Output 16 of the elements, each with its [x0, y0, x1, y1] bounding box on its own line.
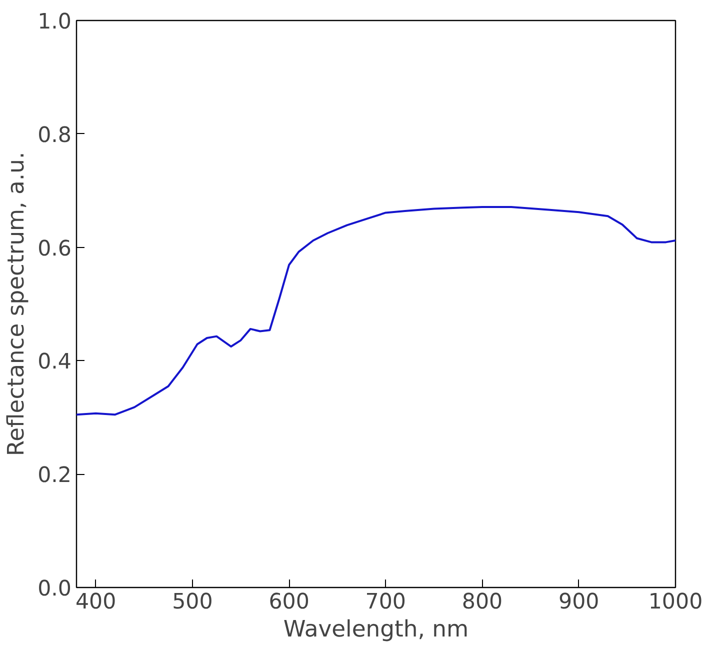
y-tick-label: 0.4 [38, 350, 72, 375]
x-tick-label: 1000 [648, 590, 703, 614]
line-series [76, 206, 676, 416]
x-tick-label: 700 [365, 590, 406, 614]
y-tick-label: 0.8 [38, 122, 72, 148]
y-tick-label: 0.2 [38, 463, 72, 488]
x-tick-label: 600 [268, 590, 310, 614]
y-tick-label: 1.0 [38, 10, 72, 34]
x-tick-label: 800 [462, 590, 503, 614]
y-tick-label: 0.6 [38, 236, 72, 262]
y-tick-label: 0.0 [38, 576, 72, 602]
x-tick-label: 400 [75, 590, 116, 614]
x-axis-title: Wavelength, nm [283, 616, 469, 642]
y-axis-title: Reflectance spectrum, a.u. [4, 152, 30, 456]
x-tick-label: 900 [558, 590, 600, 614]
x-tick-label: 500 [172, 590, 213, 614]
